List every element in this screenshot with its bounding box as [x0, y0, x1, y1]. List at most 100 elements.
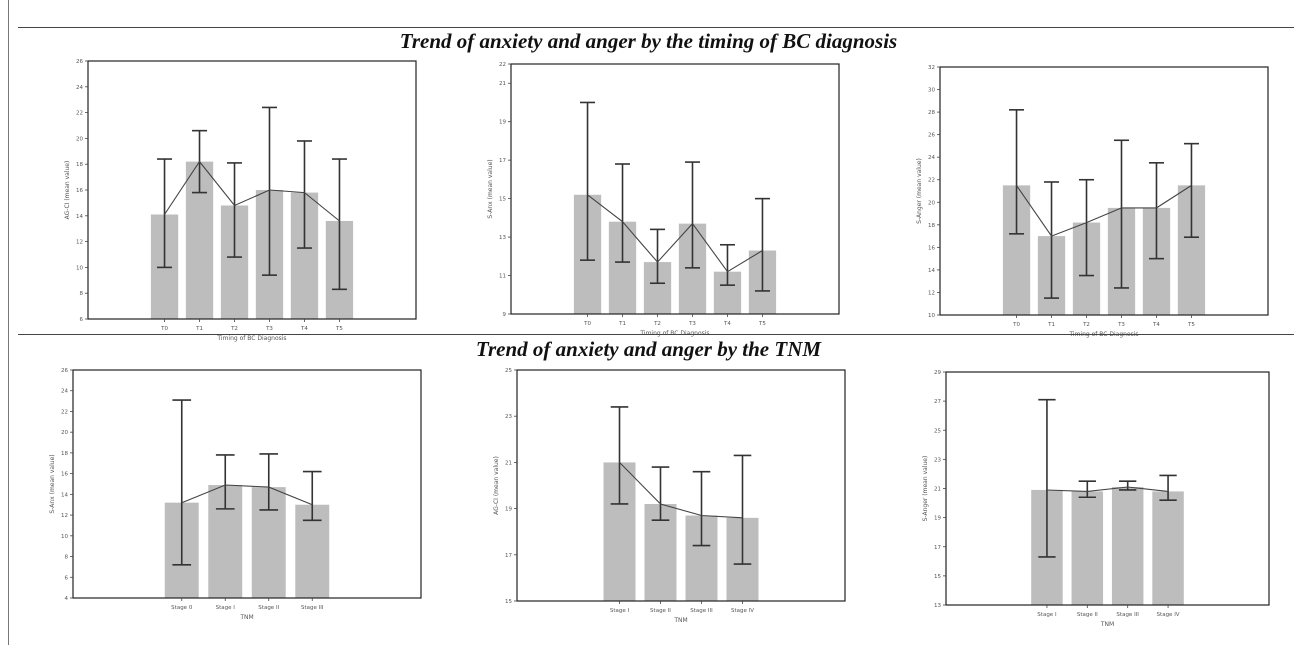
trend-line [181, 484, 313, 506]
y-tick-label-1: 12 [928, 290, 935, 296]
x-tick-label-1: T1 [618, 321, 626, 327]
chart-svg: 4 6 8 10 12 14 16 18 20 22 24 26 Stage 0 Stage I Stage… [49, 368, 422, 621]
plot-frame [72, 369, 422, 599]
y-tick-label-9: 24 [76, 85, 83, 91]
y-tick-label-3: 15 [499, 197, 506, 203]
chart-svg: 15 17 19 21 23 25 Stage I Stage II Stage III Stag… [493, 368, 846, 624]
chart-svg: 9 11 13 15 17 19 21 22 T0 T1 T2 T3 T4 T5 Timing of BC … [487, 62, 840, 337]
y-tick-label-2: 13 [499, 235, 506, 241]
x-axis-label: TNM [1100, 621, 1114, 628]
x-tick-label-3: Stage III [301, 605, 324, 611]
y-tick-label-11: 32 [928, 65, 935, 71]
y-axis-label: S-Anx (mean value) [49, 454, 56, 513]
y-tick-label-3: 19 [934, 516, 941, 522]
plot-frame [516, 369, 846, 602]
x-axis-label: TNM [239, 614, 253, 621]
x-tick-label-3: T3 [688, 321, 696, 327]
y-axis-label: S-Anger (mean value) [922, 456, 929, 522]
y-tick-label-5: 19 [499, 120, 506, 126]
y-tick-label-0: 6 [80, 317, 84, 323]
y-tick-label-3: 10 [61, 534, 68, 540]
y-tick-label-4: 12 [61, 513, 68, 519]
middle-rule [18, 334, 1294, 335]
y-tick-label-7: 24 [928, 155, 935, 161]
chart-tnm-s-anger: 13 15 17 19 21 23 25 27 29 Stage I Stage II Stage I… [918, 368, 1273, 633]
y-tick-label-10: 24 [61, 389, 68, 395]
y-tick-label-6: 25 [934, 428, 941, 434]
x-tick-label-1: Stage II [1077, 612, 1098, 618]
y-tick-label-8: 26 [928, 133, 935, 139]
x-tick-label-0: Stage 0 [171, 605, 193, 611]
y-tick-label-5: 16 [76, 188, 83, 194]
x-axis-label: TNM [673, 617, 687, 624]
y-tick-label-9: 28 [928, 110, 935, 116]
chart-svg: 13 15 17 19 21 23 25 27 29 Stage I Stage II Stage I… [922, 370, 1270, 628]
y-tick-label-5: 25 [505, 368, 512, 374]
y-tick-label-7: 27 [934, 399, 941, 405]
bar-1 [1071, 491, 1104, 605]
top-rule [18, 27, 1294, 28]
y-tick-label-7: 18 [61, 451, 68, 457]
trend-line [619, 462, 743, 519]
y-tick-label-7: 22 [499, 62, 506, 68]
plot-frame [87, 60, 417, 320]
section-title-tnm: Trend of anxiety and anger by the TNM [475, 337, 822, 361]
y-tick-label-0: 10 [928, 313, 935, 319]
y-tick-label-4: 14 [76, 214, 83, 220]
y-tick-label-11: 26 [61, 368, 68, 374]
x-tick-label-5: T5 [758, 321, 766, 327]
x-tick-label-2: T2 [230, 326, 238, 332]
chart-svg: 6 8 10 12 14 16 18 20 22 24 26 T0 T1 T2 T3 T4 T5 Timing o… [64, 59, 417, 342]
x-tick-label-2: Stage III [1116, 612, 1139, 618]
plot-frame [945, 371, 1270, 606]
y-axis-label: S-Anger (mean value) [916, 158, 923, 224]
x-tick-label-0: Stage I [610, 608, 630, 614]
y-tick-label-5: 20 [928, 200, 935, 206]
y-axis-label: S-Anx (mean value) [487, 159, 494, 218]
x-tick-label-2: Stage II [258, 605, 279, 611]
y-tick-label-10: 30 [928, 88, 935, 94]
y-tick-label-5: 14 [61, 492, 68, 498]
y-tick-label-1: 17 [505, 553, 512, 559]
y-tick-label-6: 18 [76, 162, 83, 168]
plot-frame [510, 63, 840, 315]
x-tick-label-3: Stage IV [731, 608, 754, 614]
y-tick-label-0: 9 [503, 312, 507, 318]
trend-line [1046, 486, 1169, 492]
y-axis-label: AG-CI (mean value) [493, 456, 500, 515]
y-tick-label-6: 16 [61, 472, 68, 478]
x-axis-label: Timing of BC Diagnosis [216, 335, 286, 342]
y-tick-label-10: 26 [76, 59, 83, 65]
y-tick-label-2: 10 [76, 265, 83, 271]
y-tick-label-8: 29 [934, 370, 941, 376]
chart-timing-ag-ci: 6 8 10 12 14 16 18 20 22 24 26 T0 T1 T2 T3 T4 T5 Timing o… [60, 57, 420, 347]
y-tick-label-0: 13 [934, 603, 941, 609]
y-tick-label-3: 12 [76, 240, 83, 246]
trend-line [587, 194, 763, 273]
y-tick-label-2: 8 [65, 555, 69, 561]
chart-tnm-ag-ci: 15 17 19 21 23 25 Stage I Stage II Stage III Stag… [489, 366, 849, 629]
y-tick-label-1: 6 [65, 575, 69, 581]
y-tick-label-3: 16 [928, 245, 935, 251]
y-axis-label: AG-CI (mean value) [64, 161, 71, 220]
y-tick-label-2: 17 [934, 545, 941, 551]
section-title-timing: Trend of anxiety and anger by the timing… [399, 29, 898, 53]
y-tick-label-4: 17 [499, 158, 506, 164]
x-tick-label-2: T2 [653, 321, 661, 327]
trend-line [1016, 184, 1192, 237]
x-tick-label-1: T1 [1047, 322, 1055, 328]
y-tick-label-4: 21 [934, 487, 941, 493]
y-tick-label-4: 23 [505, 414, 512, 420]
y-tick-label-6: 22 [928, 178, 935, 184]
x-tick-label-3: Stage IV [1157, 612, 1180, 618]
x-tick-label-2: T2 [1082, 322, 1090, 328]
chart-tnm-s-anx: 4 6 8 10 12 14 16 18 20 22 24 26 Stage 0 Stage I Stage… [45, 366, 425, 626]
y-tick-label-7: 20 [76, 136, 83, 142]
x-tick-label-1: T1 [195, 326, 203, 332]
chart-timing-s-anger: 10 12 14 16 18 20 22 24 26 28 30 32 T0 T1 T2 T3 T4 T5 Timi… [912, 63, 1272, 343]
trend-line [164, 160, 340, 222]
x-tick-label-3: T3 [1117, 322, 1125, 328]
x-tick-label-1: Stage I [216, 605, 236, 611]
